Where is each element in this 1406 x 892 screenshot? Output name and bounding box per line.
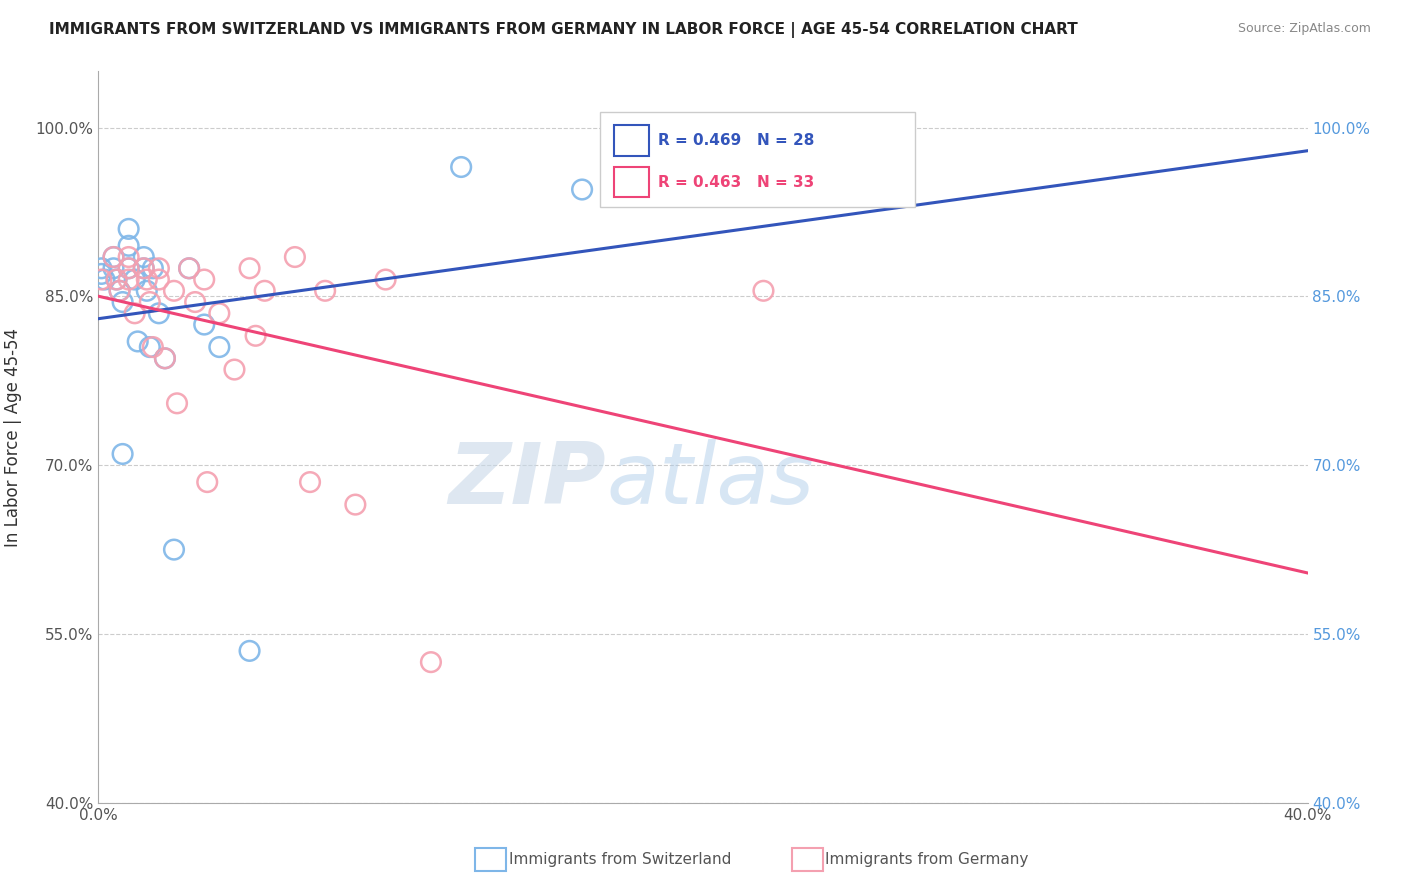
Point (135, 272, 157, 286)
Point (195, 475, 218, 489)
Point (245, 328, 267, 343)
Point (118, 239, 141, 253)
Point (118, 250, 141, 264)
FancyBboxPatch shape (600, 112, 915, 207)
Point (193, 272, 215, 286)
Point (752, 284, 775, 298)
Text: Source: ZipAtlas.com: Source: ZipAtlas.com (1237, 22, 1371, 36)
Text: ZIP: ZIP (449, 440, 606, 523)
Point (142, 261, 165, 276)
Point (105, 272, 128, 286)
Point (118, 261, 141, 276)
Point (163, 284, 186, 298)
Point (253, 284, 276, 298)
Point (103, 250, 125, 264)
Text: Immigrants from Germany: Immigrants from Germany (825, 853, 1029, 867)
Point (166, 396, 188, 410)
Point (90, 267, 112, 281)
Point (184, 295, 207, 310)
Point (103, 261, 125, 276)
Point (420, 655, 443, 669)
Point (108, 284, 131, 298)
Point (118, 261, 141, 276)
Point (103, 250, 125, 264)
Text: atlas: atlas (606, 440, 814, 523)
Point (132, 261, 155, 276)
Point (108, 284, 131, 298)
Point (124, 272, 146, 286)
Text: R = 0.463   N = 33: R = 0.463 N = 33 (658, 175, 814, 190)
Point (139, 295, 162, 310)
Y-axis label: In Labor Force | Age 45-54: In Labor Force | Age 45-54 (4, 327, 21, 547)
Point (111, 447, 134, 461)
Point (132, 250, 155, 264)
Point (90, 272, 112, 286)
Point (299, 475, 322, 489)
Point (193, 318, 215, 332)
Point (142, 340, 165, 354)
Point (105, 272, 128, 286)
Text: Immigrants from Switzerland: Immigrants from Switzerland (509, 853, 731, 867)
Point (153, 351, 176, 366)
Point (314, 284, 336, 298)
Point (239, 644, 262, 658)
Point (118, 272, 141, 286)
Text: R = 0.469   N = 28: R = 0.469 N = 28 (658, 133, 814, 148)
Point (90, 261, 112, 276)
Point (571, 182, 593, 196)
Point (179, 261, 201, 276)
Point (93, 272, 115, 286)
Text: IMMIGRANTS FROM SWITZERLAND VS IMMIGRANTS FROM GERMANY IN LABOR FORCE | AGE 45-5: IMMIGRANTS FROM SWITZERLAND VS IMMIGRANT… (49, 22, 1078, 38)
Point (124, 306, 146, 320)
Point (148, 261, 170, 276)
Point (450, 160, 472, 174)
Point (132, 261, 155, 276)
Point (111, 295, 134, 310)
Point (344, 498, 367, 512)
Point (139, 340, 162, 354)
Point (284, 250, 307, 264)
Point (135, 284, 157, 298)
Point (208, 340, 231, 354)
FancyBboxPatch shape (613, 126, 648, 156)
Point (148, 306, 170, 320)
Point (208, 306, 231, 320)
Point (224, 362, 246, 376)
Point (239, 261, 262, 276)
Point (163, 542, 186, 557)
Point (179, 261, 201, 276)
Point (153, 351, 176, 366)
Point (148, 272, 170, 286)
Point (118, 222, 141, 236)
FancyBboxPatch shape (613, 167, 648, 197)
Point (374, 272, 396, 286)
Point (127, 334, 149, 349)
